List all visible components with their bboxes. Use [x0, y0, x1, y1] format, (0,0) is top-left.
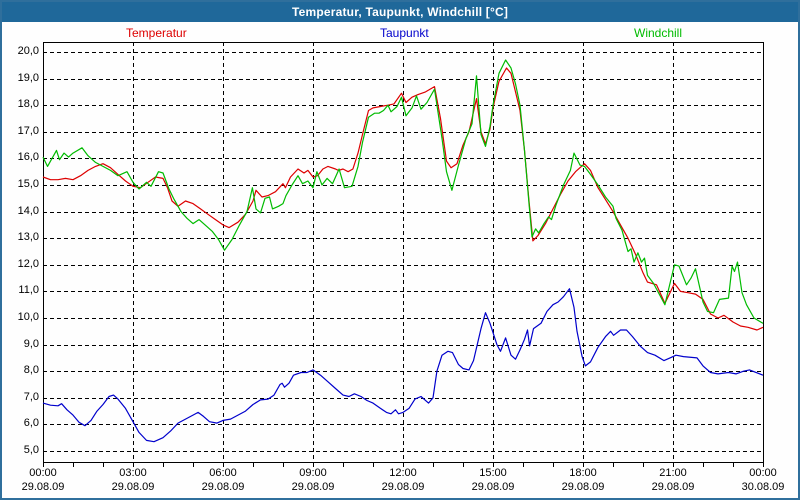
- taupunkt-line: [42, 288, 764, 443]
- legend-label-temperatur: Temperatur: [126, 26, 187, 40]
- y-tick-label: 13,0: [17, 231, 39, 244]
- y-tick-label: 6,0: [23, 417, 39, 430]
- x-tick-date-label: 29.08.09: [21, 481, 65, 493]
- y-tick-label: 18,0: [17, 98, 39, 111]
- y-tick-label: 9,0: [23, 337, 39, 350]
- x-tick-time-label: 06:00: [209, 467, 237, 479]
- x-tick-time-label: 21:00: [659, 467, 687, 479]
- plot-frame: [43, 42, 764, 463]
- y-tick-label: 5,0: [23, 444, 39, 456]
- y-tick-label: 10,0: [17, 311, 39, 323]
- x-tick-date-label: 29.08.09: [111, 481, 155, 493]
- x-tick-date-label: 29.08.09: [291, 481, 335, 493]
- temperatur-line: [42, 67, 764, 331]
- legend-label-windchill: Windchill: [634, 26, 683, 40]
- x-tick-date-label: 29.08.09: [561, 481, 605, 493]
- x-tick-date-label: 29.08.09: [471, 481, 515, 493]
- x-tick-time-label: 18:00: [569, 467, 597, 479]
- y-tick-label: 17,0: [17, 124, 39, 137]
- y-tick-label: 15,0: [17, 178, 39, 190]
- legend-item-windchill: Windchill: [634, 26, 682, 40]
- x-tick-time-label: 00:00: [29, 467, 57, 479]
- x-tick-time-label: 09:00: [299, 467, 327, 479]
- x-tick-date-label: 29.08.09: [201, 481, 245, 493]
- y-tick-label: 7,0: [23, 390, 39, 403]
- plot-border: [43, 42, 764, 463]
- legend-item-taupunkt: Taupunkt: [380, 26, 429, 40]
- title-bar: Temperatur, Taupunkt, Windchill [°C]: [2, 2, 798, 22]
- y-tick-label: 14,0: [17, 204, 39, 217]
- windchill-line: [42, 59, 764, 324]
- legend-label-taupunkt: Taupunkt: [380, 26, 429, 40]
- chart-title: Temperatur, Taupunkt, Windchill [°C]: [291, 5, 509, 19]
- x-tick-time-label: 00:00: [749, 467, 777, 479]
- y-tick-label: 12,0: [17, 257, 39, 270]
- x-tick-date-label: 29.08.09: [381, 481, 425, 493]
- y-tick-label: 8,0: [23, 364, 39, 377]
- x-tick-time-label: 15:00: [479, 467, 507, 479]
- data-series: [42, 59, 764, 443]
- y-tick-label: 19,0: [17, 71, 39, 84]
- x-tick-time-label: 03:00: [119, 467, 147, 479]
- x-tick-date-label: 29.08.09: [651, 481, 695, 493]
- y-tick-label: 20,0: [17, 45, 39, 57]
- x-tick-time-label: 12:00: [389, 467, 417, 479]
- y-tick-label: 11,0: [18, 284, 39, 297]
- legend-item-temperatur: Temperatur: [126, 26, 187, 40]
- x-tick-date-label: 30.08.09: [741, 481, 785, 493]
- y-tick-label: 16,0: [17, 151, 39, 164]
